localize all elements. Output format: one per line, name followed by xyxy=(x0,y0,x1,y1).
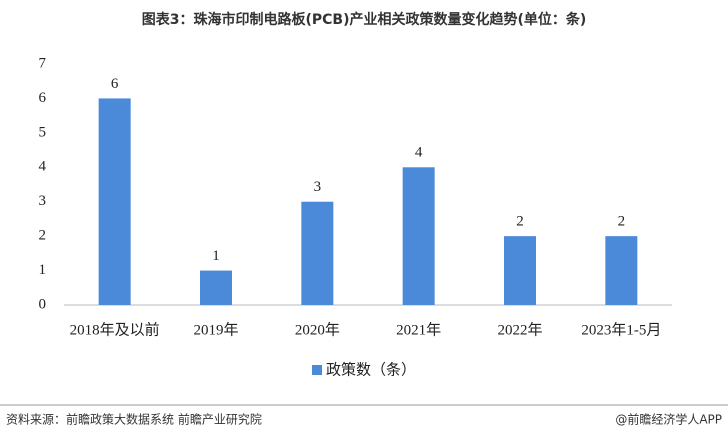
legend-swatch xyxy=(312,365,322,375)
credit: @前瞻经济学人APP xyxy=(615,412,722,427)
data-label: 2 xyxy=(618,214,626,230)
y-tick-label: 1 xyxy=(39,262,47,278)
x-tick-label: 2023年1-5月 xyxy=(581,321,661,338)
y-tick-label: 7 xyxy=(39,55,47,71)
data-label: 2 xyxy=(516,214,524,230)
x-tick-label: 2019年 xyxy=(193,321,238,338)
bar xyxy=(301,201,334,305)
data-label: 1 xyxy=(212,248,220,264)
y-tick-label: 2 xyxy=(39,228,47,244)
x-tick-label: 2020年 xyxy=(295,321,340,338)
bar xyxy=(402,167,435,305)
data-label: 4 xyxy=(415,145,423,161)
bar xyxy=(504,236,536,305)
legend-label: 政策数（条） xyxy=(326,361,416,379)
bar xyxy=(98,98,131,305)
y-tick-label: 4 xyxy=(39,159,47,175)
data-label: 3 xyxy=(314,179,322,195)
x-tick-label: 2021年 xyxy=(396,321,441,338)
chart-title: 图表3：珠海市印制电路板(PCB)产业相关政策数量变化趋势(单位：条) xyxy=(142,11,587,28)
bar xyxy=(605,236,638,305)
source: 资料来源：前瞻政策大数据系统 前瞻产业研究院 xyxy=(6,412,262,427)
y-tick-label: 6 xyxy=(39,90,47,106)
y-tick-label: 3 xyxy=(39,193,47,209)
x-tick-label: 2022年 xyxy=(497,321,542,338)
y-tick-label: 5 xyxy=(39,124,47,140)
y-tick-label: 0 xyxy=(39,296,47,312)
bar xyxy=(200,270,232,305)
x-tick-label: 2018年及以前 xyxy=(70,321,160,338)
data-label: 6 xyxy=(111,76,119,92)
